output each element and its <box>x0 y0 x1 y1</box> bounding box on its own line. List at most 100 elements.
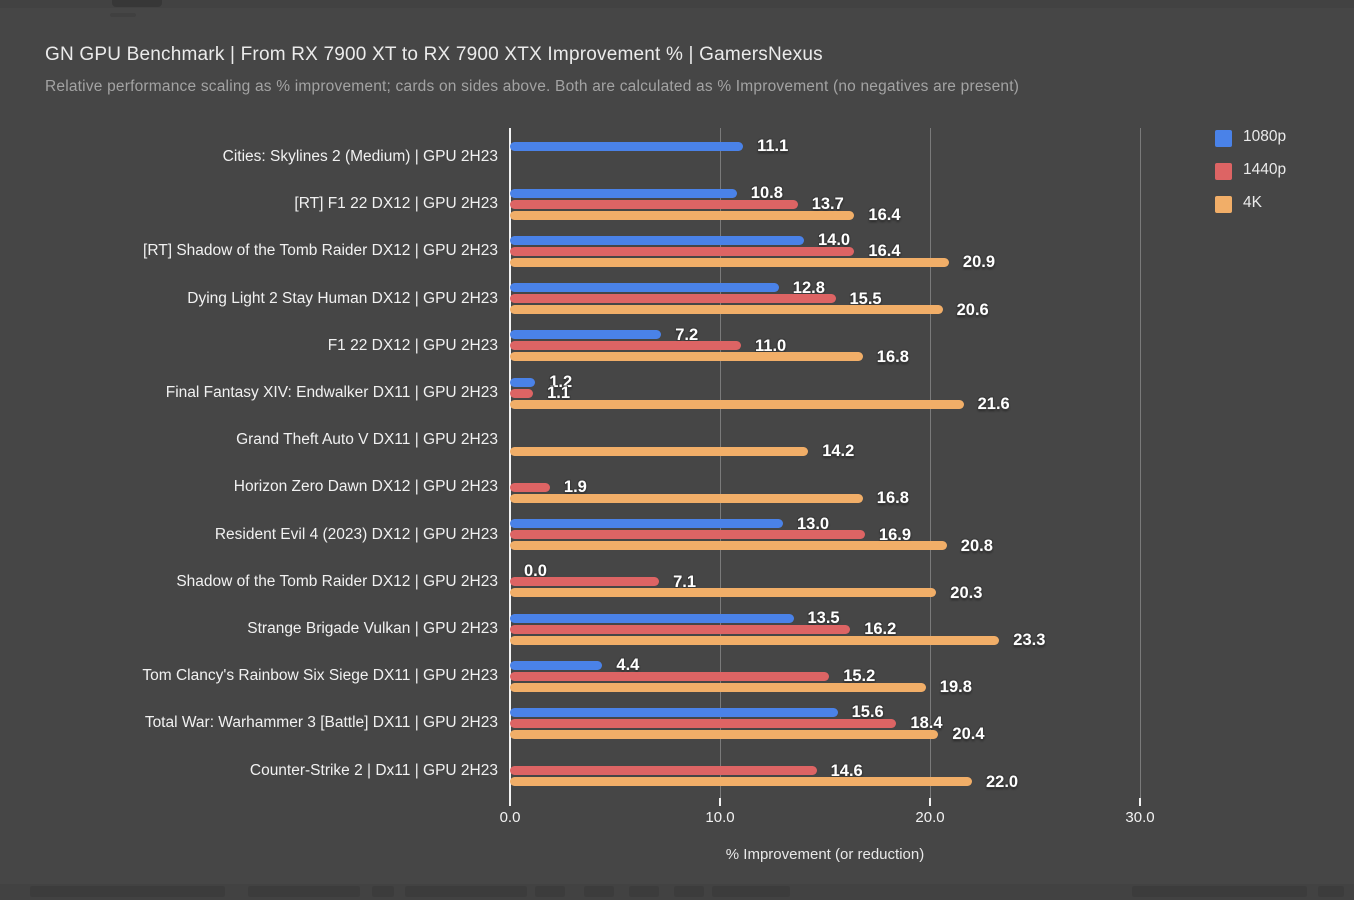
category-label: Total War: Warhammer 3 [Battle] DX11 | G… <box>144 714 498 732</box>
bar-1440p-row5 <box>510 341 741 351</box>
gridline-10 <box>719 128 721 798</box>
bar-4K-row6 <box>510 399 964 409</box>
bar-value-label: 7.2 <box>675 325 699 344</box>
category-label: F1 22 DX12 | GPU 2H23 <box>327 336 498 354</box>
bar-4K-row12 <box>510 682 926 692</box>
bar-1080p-row4 <box>510 283 779 293</box>
bar-4K-row2 <box>510 210 855 220</box>
bar-4K-row10 <box>510 588 937 598</box>
legend-swatch-1440p <box>1215 163 1232 180</box>
top-tab-artifact-small <box>110 13 136 17</box>
chart-title: GN GPU Benchmark | From RX 7900 XT to RX… <box>45 44 823 65</box>
watermark-segment <box>372 886 394 897</box>
bar-4K-row8 <box>510 493 863 503</box>
gridline-30 <box>1139 128 1141 798</box>
x-tick-label: 20.0 <box>915 809 945 826</box>
bar-value-label: 15.5 <box>849 289 882 308</box>
bar-value-label: 10.8 <box>750 184 783 203</box>
category-label: [RT] Shadow of the Tomb Raider DX12 | GP… <box>143 242 498 260</box>
x-tick-label: 10.0 <box>705 809 735 826</box>
bar-value-label: 19.8 <box>939 678 972 697</box>
bar-value-label: 16.8 <box>876 347 909 366</box>
bar-1440p-row9 <box>510 530 865 540</box>
bar-value-label: 16.4 <box>868 206 901 225</box>
bar-value-label: 16.8 <box>876 489 909 508</box>
bar-1440p-row12 <box>510 671 830 681</box>
bar-value-label: 13.7 <box>811 195 844 214</box>
legend-swatch-4K <box>1215 196 1232 213</box>
top-strip <box>0 0 1354 8</box>
category-label: Cities: Skylines 2 (Medium) | GPU 2H23 <box>222 148 498 165</box>
legend-label-1080p: 1080p <box>1243 128 1287 145</box>
watermark-segment <box>712 886 790 897</box>
watermark-segment <box>30 886 225 897</box>
category-label: [RT] F1 22 DX12 | GPU 2H23 <box>294 195 498 213</box>
bar-4K-row3 <box>510 257 949 267</box>
bar-1440p-row10 <box>510 577 660 587</box>
bar-1080p-row5 <box>510 330 662 340</box>
category-label: Strange Brigade Vulkan | GPU 2H23 <box>247 620 498 637</box>
bar-value-label: 16.4 <box>868 242 901 261</box>
zero-axis-line <box>509 128 511 798</box>
bar-value-label: 7.1 <box>673 572 697 591</box>
bar-4K-row9 <box>510 541 947 551</box>
bar-1440p-row14 <box>510 766 817 776</box>
bar-value-label: 13.0 <box>797 514 830 533</box>
category-label: Grand Theft Auto V DX11 | GPU 2H23 <box>236 431 498 449</box>
bar-4K-row13 <box>510 729 939 739</box>
category-label: Horizon Zero Dawn DX12 | GPU 2H23 <box>233 478 498 496</box>
x-axis-title: % Improvement (or reduction) <box>725 846 925 863</box>
bar-value-label: 15.6 <box>851 703 884 722</box>
bar-value-label: 1.2 <box>549 373 573 391</box>
gridline-20 <box>929 128 931 798</box>
bar-value-label: 21.6 <box>977 395 1010 413</box>
watermark-segment <box>584 886 614 897</box>
bar-value-label: 1.9 <box>563 478 587 497</box>
x-tick-mark <box>509 798 511 806</box>
legend-swatch-1080p <box>1215 130 1232 147</box>
bar-1080p-row1 <box>510 141 744 151</box>
bar-value-label: 13.5 <box>807 609 840 627</box>
bar-value-label: 0.0 <box>524 561 547 580</box>
bar-1080p-row6 <box>510 377 536 387</box>
bar-value-label: 14.6 <box>830 761 863 780</box>
bar-value-label: 20.3 <box>950 583 983 602</box>
bar-1440p-row6 <box>510 388 534 398</box>
category-label: Final Fantasy XIV: Endwalker DX11 | GPU … <box>165 384 498 401</box>
bar-1440p-row3 <box>510 246 855 256</box>
category-label: Resident Evil 4 (2023) DX12 | GPU 2H23 <box>214 525 498 543</box>
watermark-segment <box>1318 886 1344 897</box>
category-label: Tom Clancy's Rainbow Six Siege DX11 | GP… <box>142 667 498 685</box>
bar-value-label: 14.0 <box>818 231 851 250</box>
bar-value-label: 23.3 <box>1013 631 1046 649</box>
x-tick-label: 0.0 <box>499 809 521 826</box>
x-tick-label: 30.0 <box>1125 809 1155 826</box>
watermark-segment <box>629 886 659 897</box>
bar-value-label: 22.0 <box>986 772 1019 791</box>
bar-1080p-row13 <box>510 707 838 717</box>
watermark-segment <box>248 886 360 897</box>
bar-value-label: 15.2 <box>843 667 876 686</box>
legend-label-1440p: 1440p <box>1243 161 1287 178</box>
bar-value-label: 11.0 <box>755 336 787 355</box>
bar-4K-row4 <box>510 305 943 315</box>
bar-value-label: 1.1 <box>547 384 571 402</box>
bar-1080p-row11 <box>510 613 794 623</box>
bar-value-label: 14.2 <box>822 442 855 461</box>
watermark-segment <box>674 886 704 897</box>
bar-value-label: 18.4 <box>910 714 943 733</box>
top-tab-artifact <box>112 0 162 7</box>
watermark-segment <box>535 886 565 897</box>
bar-value-label: 4.4 <box>616 656 640 675</box>
bar-1080p-row3 <box>510 235 804 245</box>
bar-1080p-row12 <box>510 660 603 670</box>
bar-1080p-row2 <box>510 188 737 198</box>
watermark-segment <box>1132 886 1307 897</box>
bar-value-label: 11.1 <box>757 137 789 155</box>
bar-value-label: 16.2 <box>864 620 897 638</box>
bar-4K-row7 <box>510 446 809 456</box>
category-label: Counter-Strike 2 | Dx11 | GPU 2H23 <box>249 761 498 779</box>
bar-4K-row5 <box>510 352 863 362</box>
watermark-strip <box>0 884 1354 900</box>
